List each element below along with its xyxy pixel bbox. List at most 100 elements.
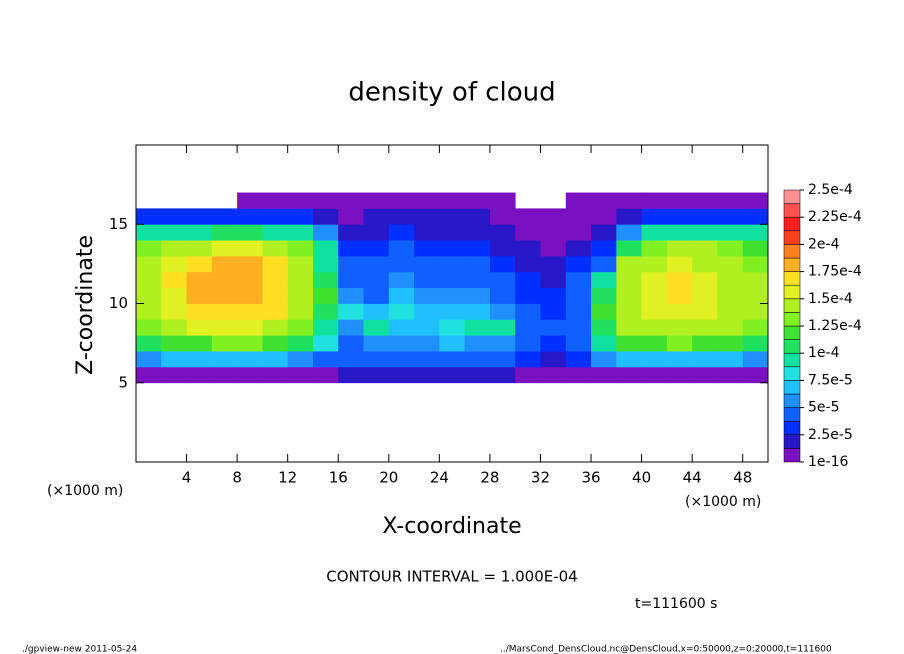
colorbar-box xyxy=(783,216,801,232)
colorbar-label: 2.5e-4 xyxy=(808,182,853,198)
cell xyxy=(312,224,339,241)
cell xyxy=(287,255,314,273)
cell xyxy=(338,366,364,384)
colorbar-box xyxy=(783,189,801,204)
cell xyxy=(489,208,516,225)
cell xyxy=(439,224,466,241)
cell xyxy=(666,208,693,225)
cell xyxy=(186,303,213,320)
cell xyxy=(717,255,744,273)
cell xyxy=(540,287,567,304)
cell xyxy=(211,366,238,384)
colorbar-box xyxy=(783,393,801,408)
cell xyxy=(237,240,263,257)
cell xyxy=(515,335,541,352)
cell xyxy=(338,351,364,368)
x-tick-label: 32 xyxy=(531,469,550,487)
cell xyxy=(439,351,466,368)
colorbar-label: 2.5e-5 xyxy=(808,427,853,443)
cell xyxy=(591,208,617,225)
cell xyxy=(742,240,769,257)
colorbar-label: 5e-5 xyxy=(808,400,839,416)
x-tick-label: 36 xyxy=(581,469,600,487)
cell xyxy=(692,366,718,384)
x-tick-label: 8 xyxy=(232,469,242,487)
cell xyxy=(186,351,213,368)
cell xyxy=(515,240,541,257)
colorbar-box xyxy=(783,434,801,449)
cell xyxy=(717,271,744,289)
cell xyxy=(565,240,592,257)
cell xyxy=(641,192,668,209)
cell xyxy=(515,255,541,273)
colorbar-box xyxy=(783,339,801,354)
cell xyxy=(666,271,693,289)
cell xyxy=(565,192,592,209)
cell xyxy=(616,255,642,273)
cell xyxy=(363,208,390,225)
cell xyxy=(237,287,263,304)
cell xyxy=(211,255,238,273)
cell xyxy=(414,240,440,257)
cell xyxy=(439,192,466,209)
cell xyxy=(616,351,642,368)
y-tick-label: 15 xyxy=(109,215,128,233)
cell xyxy=(464,255,491,273)
cell xyxy=(363,255,390,273)
cell xyxy=(641,240,668,257)
cell xyxy=(692,335,718,352)
x-tick-label: 44 xyxy=(683,469,702,487)
cell xyxy=(237,319,263,336)
cell xyxy=(388,303,415,320)
cell xyxy=(338,224,364,241)
cell xyxy=(211,351,238,368)
cell xyxy=(717,240,744,257)
cell xyxy=(211,303,238,320)
cell xyxy=(464,335,491,352)
cell xyxy=(742,303,769,320)
cell xyxy=(515,351,541,368)
cell xyxy=(540,319,567,336)
cell xyxy=(262,303,289,320)
cell xyxy=(717,208,744,225)
cell xyxy=(464,303,491,320)
cell xyxy=(136,208,162,225)
colorbar-label: 7.5e-5 xyxy=(808,372,853,388)
cell xyxy=(211,287,238,304)
cell xyxy=(312,303,339,320)
cell xyxy=(742,287,769,304)
x-tick-label: 20 xyxy=(379,469,398,487)
colorbar-box xyxy=(783,298,801,313)
cell xyxy=(388,255,415,273)
cell xyxy=(414,303,440,320)
cell xyxy=(439,255,466,273)
cell xyxy=(489,192,516,209)
cell xyxy=(540,271,567,289)
colorbar-box xyxy=(783,203,801,218)
cell xyxy=(363,335,390,352)
cell xyxy=(262,366,289,384)
cell xyxy=(262,224,289,241)
colorbar-box xyxy=(783,407,801,422)
cell xyxy=(136,271,162,289)
cell xyxy=(565,287,592,304)
cell xyxy=(211,224,238,241)
footer: ./gpview-new 2011-05-24 xyxy=(22,645,137,654)
cell xyxy=(161,366,187,384)
cell xyxy=(414,255,440,273)
cell xyxy=(717,335,744,352)
cell xyxy=(211,335,238,352)
cell xyxy=(414,224,440,241)
cell xyxy=(591,192,617,209)
cell xyxy=(312,335,339,352)
cell xyxy=(312,287,339,304)
cell xyxy=(186,319,213,336)
cell xyxy=(540,366,567,384)
cell xyxy=(515,366,541,384)
cell xyxy=(136,287,162,304)
cell xyxy=(616,224,642,241)
cell xyxy=(515,208,541,225)
cell xyxy=(338,319,364,336)
cell xyxy=(540,335,567,352)
cell xyxy=(666,255,693,273)
